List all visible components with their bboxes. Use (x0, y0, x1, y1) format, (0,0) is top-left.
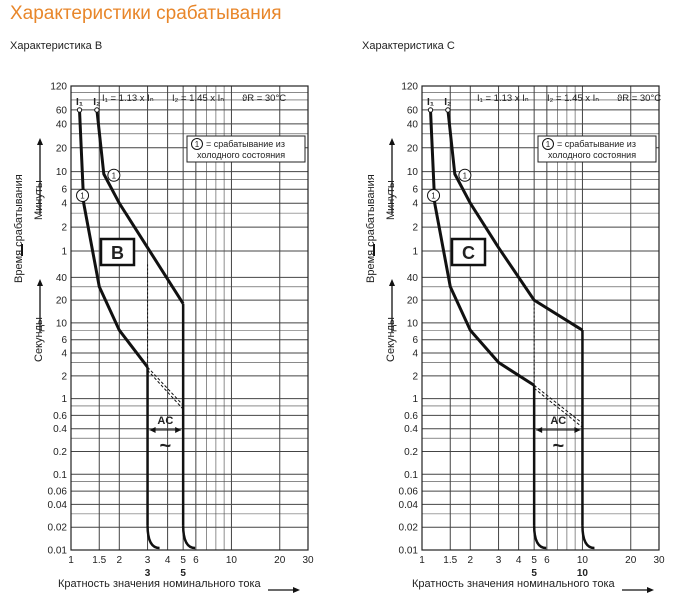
chart-b-ytick-label: 0.6 (53, 411, 67, 422)
chart-b-xtick-label: 4 (165, 555, 171, 566)
chart-b-ytick-label: 4 (61, 199, 67, 210)
chart-b-badge-label: B (111, 243, 124, 263)
chart-b-ytick-label: 4 (61, 349, 67, 360)
chart-b-ylabel-minutes: Минуты (33, 180, 45, 220)
chart-b-title: Характеристика B (10, 40, 103, 52)
chart-b-cold-marker-num: 1 (112, 171, 117, 180)
chart-b-xtick-label: 1.5 (92, 555, 106, 566)
chart-b-note-marker-num: 1 (195, 140, 200, 149)
chart-b-series-lower-line (78, 109, 149, 369)
chart-b-ytick-label: 0.01 (48, 546, 68, 557)
chart-b-xtick-label: 10 (226, 555, 238, 566)
chart-b-ytick-label: 6 (61, 185, 67, 196)
chart-b-magnetic-hook (146, 525, 160, 550)
chart-b-ytick-label: 0.4 (53, 424, 67, 435)
chart-b-seconds-arrowhead (37, 279, 43, 286)
chart-b-ytick-label: 40 (56, 119, 68, 130)
chart-b-note-box (186, 135, 306, 163)
chart-b-xlabel-arrowhead (293, 587, 300, 593)
chart-b-formula-i1: I₁ = 1.13 x Iₙ (102, 93, 154, 104)
chart-b-badge-box (99, 237, 136, 267)
chart-b-ytick-label: 0.06 (48, 487, 68, 498)
chart-b-cold-marker (107, 168, 121, 182)
chart-b-ylabel-seconds: Секунды (33, 317, 45, 362)
chart-b-note-line2: холодного состояния (197, 150, 285, 160)
chart-b-ytick-label: 20 (56, 296, 68, 307)
chart-b-ytick-label: 60 (56, 105, 68, 116)
chart-b-cold-marker-num: 1 (80, 192, 85, 201)
chart-b-ytick-label: 0.04 (48, 500, 68, 511)
chart-b-frame (70, 85, 309, 551)
chart-b-i2-point (94, 107, 100, 113)
chart-b-xtick-bold-label: 5 (180, 568, 186, 579)
chart-b-formula-theta: ϑR = 30°C (242, 93, 286, 104)
chart-b-note-marker (191, 138, 203, 150)
chart-b-continuation-dashed (147, 366, 184, 406)
chart-b-ytick-label: 0.1 (53, 470, 67, 481)
chart-b-xtick-label: 5 (180, 555, 186, 566)
chart-b-ytick-label: 1 (61, 394, 67, 405)
chart-b-series-upper-line (95, 109, 185, 305)
chart-b-formula-i2: I₂ = 1.45 x Iₙ (172, 93, 224, 104)
chart-b-ac-symbol: ~ (160, 435, 172, 457)
chart-b-ytick-label: 20 (56, 143, 68, 154)
chart-b-i1-label: I₁ (76, 97, 83, 108)
chart-b-xtick-label: 2 (117, 555, 123, 566)
chart-b-ylabel-main: Время срабатывания (13, 174, 25, 283)
chart-c-xlabel: Кратность значения номинального тока (412, 578, 615, 590)
chart-b-ytick-label: 10 (56, 318, 68, 329)
chart-b-ac-arrowhead-left (149, 427, 156, 433)
chart-b-ac-label: AC (157, 415, 173, 427)
chart-b-ytick-label: 1 (61, 247, 67, 258)
chart-b-ytick-label: 2 (61, 371, 67, 382)
chart-b-cold-marker (76, 189, 90, 203)
chart-b-xtick-bold-label: 3 (145, 568, 151, 579)
chart-b-xlabel: Кратность значения номинального тока (58, 578, 261, 590)
chart-c-ylabel-minutes: Минуты (385, 180, 397, 220)
chart-b-ytick-label: 120 (50, 82, 67, 93)
chart-b-ac-arrowhead-right (175, 427, 182, 433)
chart-b-xtick-label: 20 (274, 555, 286, 566)
chart-b-ytick-label: 0.2 (53, 447, 67, 458)
chart-b-i2-label: I₂ (93, 97, 100, 108)
chart-b-i1-point (76, 107, 83, 113)
chart-b-ytick-label: 2 (61, 223, 67, 234)
chart-b-note-line1: = срабатывание из (206, 139, 285, 149)
chart-b-ytick-label: 0.02 (48, 523, 68, 534)
chart-c-ylabel-seconds: Секунды (385, 317, 397, 362)
chart-b-minutes-arrowhead (37, 138, 43, 145)
chart-b-ytick-label: 10 (56, 167, 68, 178)
chart-c-ylabel-main: Время срабатывания (365, 174, 377, 283)
chart-b-ytick-label: 6 (61, 335, 67, 346)
chart-b-xtick-label: 30 (302, 555, 314, 566)
chart-c-title: Характеристика C (362, 40, 455, 52)
chart-b-ytick-label: 40 (56, 273, 68, 284)
chart-b-continuation-dashed (147, 369, 184, 410)
chart-b-xtick-label: 1 (68, 555, 74, 566)
chart-b-xtick-label: 3 (145, 555, 151, 566)
chart-b-xtick-label: 6 (193, 555, 199, 566)
page-title: Характеристики срабатывания (10, 3, 282, 24)
chart-b-magnetic-hook (181, 525, 196, 550)
